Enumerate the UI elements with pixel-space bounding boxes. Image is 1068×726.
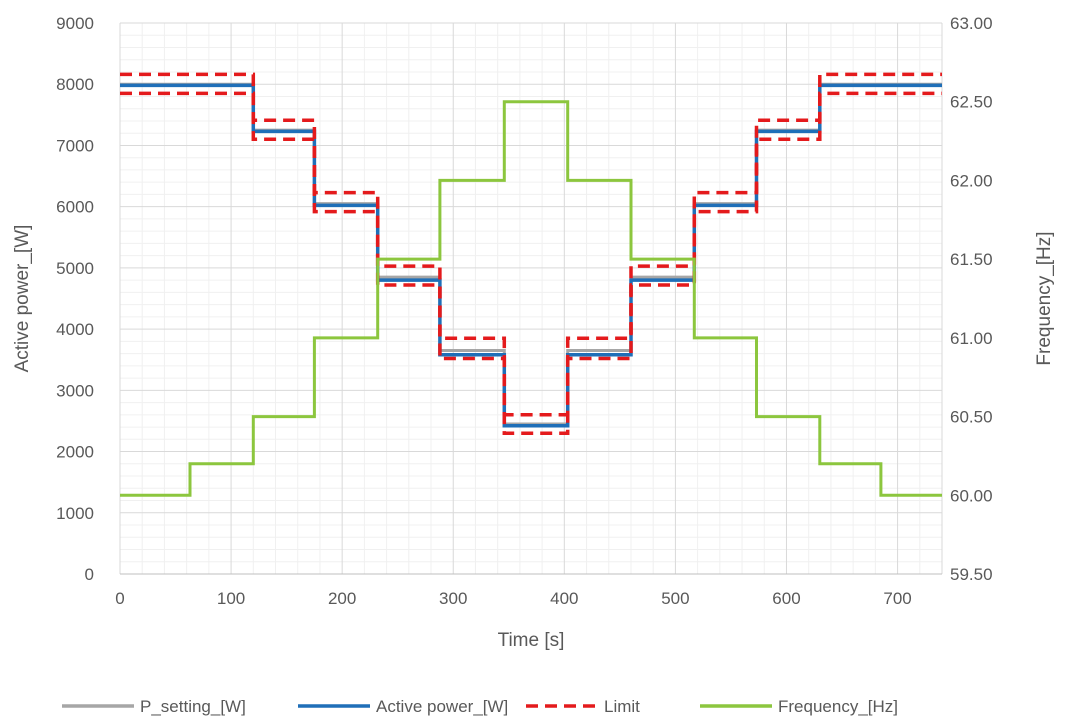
axes: 0 100 200 300 400 500 600 700010002000300040005… — [12, 14, 1055, 651]
y-tick-label: 6000 — [56, 198, 94, 217]
series-line-3 — [120, 91, 942, 435]
y2-tick-label: 60.00 — [950, 486, 993, 505]
y2-tick-label: 61.00 — [950, 329, 993, 348]
x-tick-label: 600 — [772, 589, 800, 608]
legend-label: Frequency_[Hz] — [778, 697, 898, 716]
y2-tick-label: 63.00 — [950, 14, 993, 33]
y-tick-label: 4000 — [56, 320, 94, 339]
y-tick-label: 5000 — [56, 259, 94, 278]
series-layer — [120, 72, 942, 497]
legend-label: Limit — [604, 697, 640, 716]
y-axis-title: Active power_[W] — [12, 225, 33, 373]
y2-axis-title: Frequency_[Hz] — [1034, 231, 1055, 365]
y2-tick-label: 62.00 — [950, 171, 993, 190]
x-tick-label: 700 — [883, 589, 911, 608]
series-line-4 — [120, 100, 942, 497]
legend: P_setting_[W] Active power_[W] Limit Freque… — [62, 697, 898, 716]
legend-label: Active power_[W] — [376, 697, 508, 716]
y2-tick-label: 59.50 — [950, 565, 993, 584]
y2-tick-label: 61.50 — [950, 250, 993, 269]
x-tick-label: 400 — [550, 589, 578, 608]
x-tick-label: 0 — [115, 589, 124, 608]
y-tick-label: 0 — [85, 565, 94, 584]
y2-tick-label: 62.50 — [950, 93, 993, 112]
y2-tick-label: 60.50 — [950, 408, 993, 427]
x-tick-label: 300 — [439, 589, 467, 608]
x-tick-label: 200 — [328, 589, 356, 608]
y-tick-label: 1000 — [56, 504, 94, 523]
x-axis-title: Time [s] — [498, 630, 565, 651]
legend-label: P_setting_[W] — [140, 697, 246, 716]
grid — [119, 22, 943, 575]
y-tick-label: 8000 — [56, 75, 94, 94]
x-tick-label: 100 — [217, 589, 245, 608]
x-tick-label: 500 — [661, 589, 689, 608]
y-tick-label: 7000 — [56, 136, 94, 155]
y-tick-label: 9000 — [56, 14, 94, 33]
y-tick-label: 2000 — [56, 443, 94, 462]
y-tick-label: 3000 — [56, 381, 94, 400]
